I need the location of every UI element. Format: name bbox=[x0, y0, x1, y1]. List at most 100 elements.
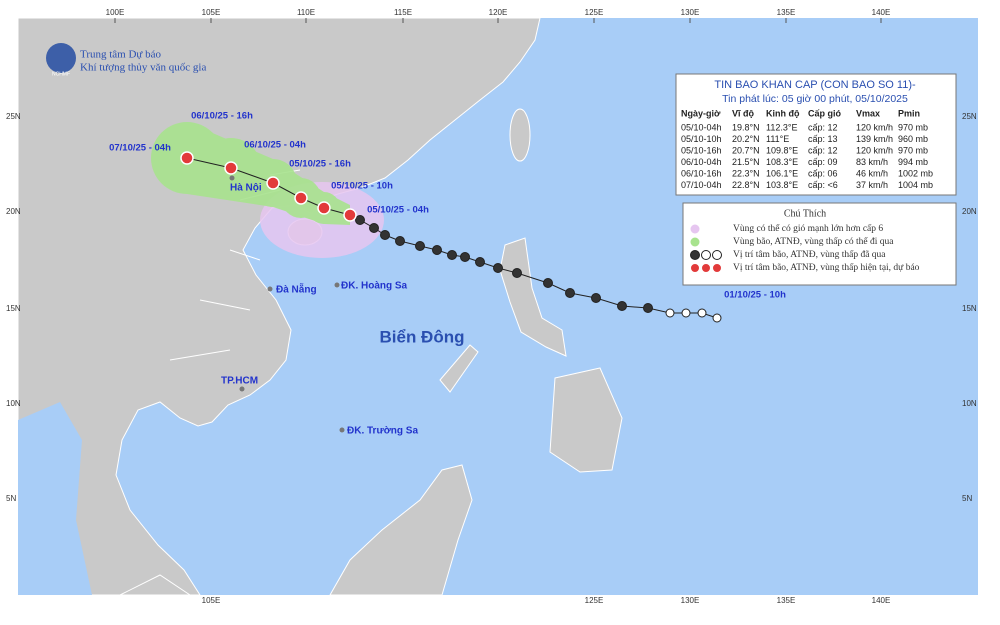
place-label: ĐK. Trường Sa bbox=[347, 426, 418, 437]
axis-label: 125E bbox=[585, 596, 604, 605]
axis-label: 140E bbox=[872, 596, 891, 605]
legend-icon bbox=[701, 263, 711, 273]
table-cell: cấp: 13 bbox=[808, 134, 838, 144]
place-label: Hà Nội bbox=[230, 183, 262, 194]
table-cell: cấp: 12 bbox=[808, 122, 838, 132]
legend-item: Vị trí tâm bão, ATNĐ, vùng thấp đã qua bbox=[733, 249, 886, 260]
track-label: 05/10/25 - 10h bbox=[331, 181, 393, 192]
axis-label: 100E bbox=[106, 8, 125, 17]
legend-icon bbox=[690, 224, 700, 234]
table-cell: 109.8°E bbox=[766, 145, 798, 155]
legend-icon bbox=[701, 250, 711, 260]
sea-name: Biển Đông bbox=[380, 327, 465, 346]
map-labels: 06/10/25 - 16h 07/10/25 - 04h 06/10/25 - 0… bbox=[109, 111, 786, 437]
table-cell: 06/10-04h bbox=[681, 157, 722, 167]
past-position bbox=[712, 313, 722, 323]
past-position bbox=[460, 252, 470, 262]
track-label: 05/10/25 - 16h bbox=[289, 159, 351, 170]
bulletin-issued: Tin phát lúc: 05 giờ 00 phút, 05/10/2025 bbox=[722, 93, 908, 105]
axis-label: 140E bbox=[872, 8, 891, 17]
logo: NCHMF Trung tâm Dự báo Khí tượng thủy vă… bbox=[46, 43, 206, 77]
table-header: Cấp gió bbox=[808, 108, 842, 118]
table-cell: 37 km/h bbox=[856, 180, 888, 190]
legend-icon bbox=[712, 263, 722, 273]
track-label: 06/10/25 - 16h bbox=[191, 111, 253, 122]
axis-label: 135E bbox=[777, 8, 796, 17]
table-cell: 994 mb bbox=[898, 157, 928, 167]
axis-label: 135E bbox=[777, 596, 796, 605]
table-header: Pmin bbox=[898, 108, 920, 118]
table-cell: 07/10-04h bbox=[681, 180, 722, 190]
forecast-position bbox=[224, 161, 238, 175]
axis-label: 25N bbox=[6, 112, 21, 121]
bulletin-table: Ngày-giờ Vĩ độ Kinh độ Cấp gió Vmax Pmin 05/10… bbox=[681, 108, 933, 190]
table-cell: 103.8°E bbox=[766, 180, 798, 190]
table-cell: cấp: 12 bbox=[808, 145, 838, 155]
axis-label: 15N bbox=[6, 304, 21, 313]
table-cell: 970 mb bbox=[898, 122, 928, 132]
bulletin-title: TIN BAO KHAN CAP (CON BAO SO 11)- bbox=[714, 79, 916, 91]
axis-label: 20N bbox=[962, 207, 977, 216]
table-cell: 120 km/h bbox=[856, 122, 893, 132]
track-label: 05/10/25 - 04h bbox=[367, 205, 429, 216]
axis-label: 25N bbox=[962, 112, 977, 121]
legend-icon bbox=[690, 250, 700, 260]
past-position bbox=[432, 245, 442, 255]
legend-icon bbox=[690, 263, 700, 273]
table-cell: 108.3°E bbox=[766, 157, 798, 167]
table-cell: 960 mb bbox=[898, 134, 928, 144]
table-header: Vmax bbox=[856, 108, 880, 118]
org-name: Khí tượng thủy văn quốc gia bbox=[80, 62, 206, 74]
storm-track bbox=[180, 151, 722, 323]
axis-label: 105E bbox=[202, 8, 221, 17]
table-cell: 22.8°N bbox=[732, 180, 760, 190]
table-cell: cấp: 09 bbox=[808, 157, 838, 167]
place-label: Đà Nẵng bbox=[276, 283, 317, 296]
legend: Vùng có thể có gió mạnh lớn hơn cấp 6 Vùn… bbox=[690, 223, 920, 273]
legend-item: Vùng có thể có gió mạnh lớn hơn cấp 6 bbox=[733, 223, 883, 234]
table-cell: 46 km/h bbox=[856, 168, 888, 178]
past-position bbox=[369, 223, 379, 233]
track-label: 01/10/25 - 10h bbox=[724, 290, 786, 301]
table-cell: 106.1°E bbox=[766, 168, 798, 178]
forecast-position bbox=[180, 151, 194, 165]
table-cell: 05/10-10h bbox=[681, 134, 722, 144]
bulletin-box bbox=[675, 73, 957, 196]
org-name: Trung tâm Dự báo bbox=[80, 49, 162, 61]
past-position bbox=[543, 278, 553, 288]
place-dot bbox=[339, 427, 345, 433]
past-position bbox=[395, 236, 405, 246]
table-cell: 111°E bbox=[766, 134, 789, 144]
axes: 100E 105E 110E 115E 120E 125E 130E 135E 140E 105E… bbox=[6, 8, 977, 605]
past-position bbox=[681, 308, 691, 318]
table-cell: 06/10-16h bbox=[681, 168, 722, 178]
past-position bbox=[591, 293, 601, 303]
table-header: Ngày-giờ bbox=[681, 108, 721, 118]
axis-label: 5N bbox=[962, 494, 972, 503]
axis-label: 130E bbox=[681, 8, 700, 17]
legend-item: Vùng bão, ATNĐ, vùng thấp có thể đi qua bbox=[733, 236, 894, 247]
axis-label: 15N bbox=[962, 304, 977, 313]
table-header: Kinh độ bbox=[766, 108, 800, 118]
table-cell: 120 km/h bbox=[856, 145, 893, 155]
table-cell: 139 km/h bbox=[856, 134, 893, 144]
table-cell: cấp: <6 bbox=[808, 180, 838, 190]
legend-title: Chú Thích bbox=[784, 208, 826, 219]
table-cell: 1004 mb bbox=[898, 180, 933, 190]
past-position bbox=[565, 288, 575, 298]
forecast-position bbox=[266, 176, 280, 190]
table-cell: 83 km/h bbox=[856, 157, 888, 167]
place-label: TP.HCM bbox=[221, 376, 258, 387]
place-dot bbox=[239, 386, 245, 392]
past-position bbox=[665, 308, 675, 318]
past-position bbox=[415, 241, 425, 251]
place-dot bbox=[267, 286, 273, 292]
axis-label: 130E bbox=[681, 596, 700, 605]
past-position bbox=[380, 230, 390, 240]
place-dot bbox=[229, 175, 235, 181]
table-cell: 112.3°E bbox=[766, 122, 797, 132]
table-cell: cấp: 06 bbox=[808, 168, 838, 178]
axis-label: 10N bbox=[6, 399, 21, 408]
past-position bbox=[493, 263, 503, 273]
